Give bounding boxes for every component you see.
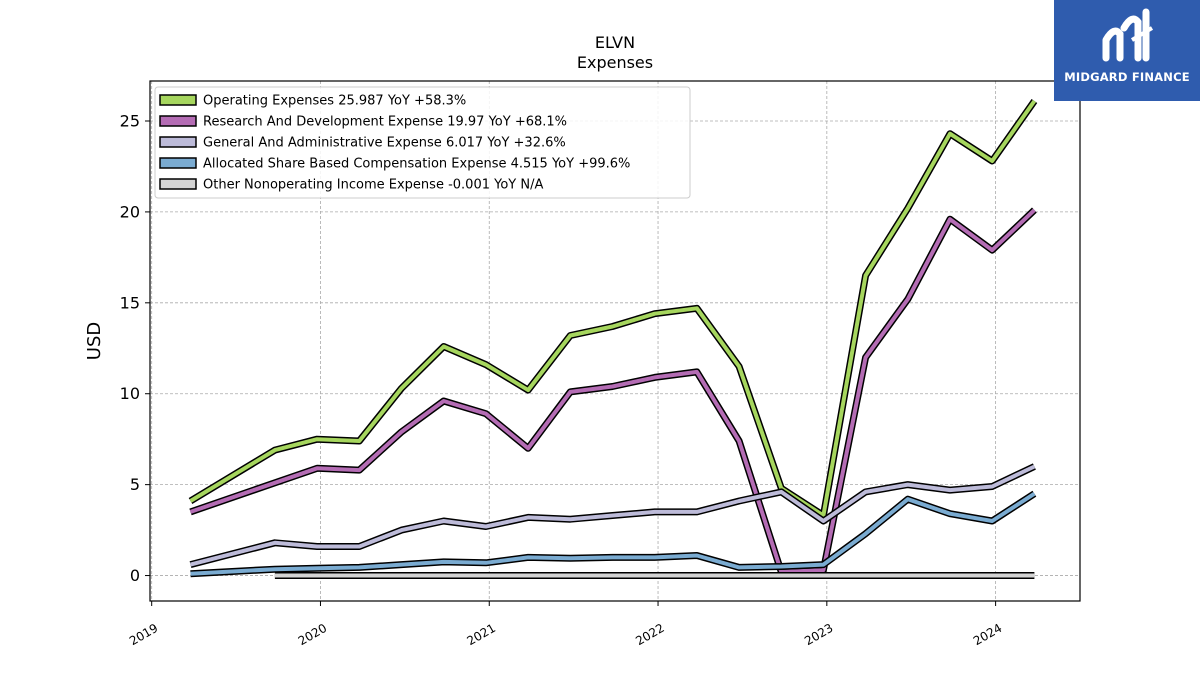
y-tick-label: 15 bbox=[120, 293, 140, 312]
y-axis-label: USD bbox=[84, 322, 105, 360]
legend-label: Research And Development Expense 19.97 Y… bbox=[203, 115, 567, 130]
y-tick-label: 10 bbox=[120, 384, 140, 403]
legend-box bbox=[154, 86, 691, 199]
x-tick-label: 2023 bbox=[802, 621, 835, 648]
y-axis-ticks: 0 5 10 15 20 25 bbox=[120, 112, 150, 585]
legend-swatch bbox=[159, 136, 197, 148]
logo-mark-icon bbox=[1102, 8, 1154, 62]
legend-label: Other Nonoperating Income Expense -0.001… bbox=[203, 178, 543, 193]
series-line bbox=[189, 464, 1036, 567]
legend-label: General And Administrative Expense 6.017… bbox=[203, 136, 566, 151]
legend-label: Allocated Share Based Compensation Expen… bbox=[203, 157, 630, 172]
legend-swatch bbox=[159, 178, 197, 190]
legend-swatch bbox=[159, 157, 197, 169]
x-tick-label: 2020 bbox=[296, 621, 329, 648]
series-line bbox=[189, 208, 1036, 574]
series-line bbox=[189, 99, 1037, 518]
x-tick-label: 2024 bbox=[971, 621, 1004, 648]
x-tick-label: 2022 bbox=[633, 621, 666, 648]
midgard-finance-logo: MIDGARD FINANCE bbox=[1054, 0, 1200, 101]
legend-swatch bbox=[159, 94, 197, 106]
y-tick-label: 5 bbox=[130, 475, 140, 494]
legend-swatch bbox=[159, 115, 197, 127]
series-line bbox=[190, 492, 1036, 576]
y-tick-label: 0 bbox=[130, 566, 140, 585]
plot-frame bbox=[149, 80, 1081, 602]
y-tick-label: 25 bbox=[120, 112, 140, 131]
legend: Operating Expenses 25.987 YoY +58.3% Rese… bbox=[154, 86, 691, 199]
series-lines bbox=[188, 98, 1038, 579]
x-axis-ticks: 2019 2020 2021 2022 2023 2024 bbox=[127, 601, 1004, 648]
x-tick-label: 2019 bbox=[127, 621, 160, 648]
x-tick-label: 2021 bbox=[465, 621, 498, 648]
chart-title: ELVN bbox=[595, 33, 635, 52]
series-line-outline bbox=[190, 490, 1037, 578]
chart-subtitle: Expenses bbox=[577, 53, 653, 72]
logo-text: MIDGARD FINANCE bbox=[1064, 70, 1190, 84]
y-tick-label: 20 bbox=[120, 202, 140, 221]
legend-label: Operating Expenses 25.987 YoY +58.3% bbox=[203, 94, 466, 109]
